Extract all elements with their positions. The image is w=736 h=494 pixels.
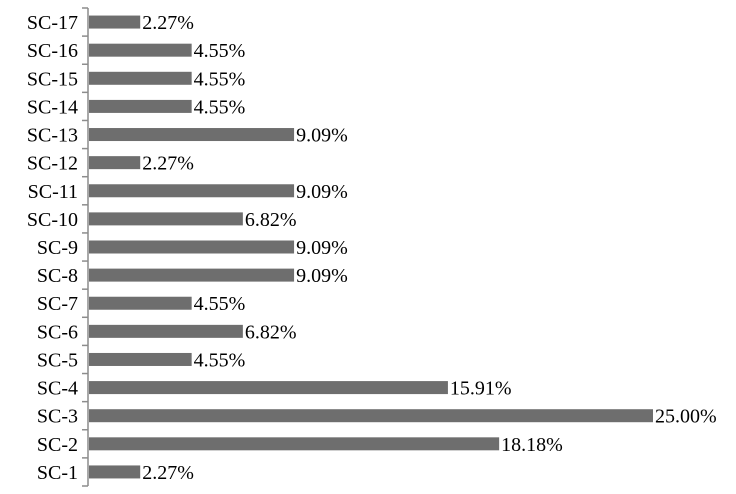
data-label: 9.09% bbox=[296, 265, 348, 287]
category-labels-group: SC-1 SC-2 SC-3 SC-4 SC-5 SC-6 SC-7 SC-8 SC-9 SC-1… bbox=[27, 12, 78, 484]
category-label: SC-13 bbox=[27, 125, 78, 147]
data-label: 2.27% bbox=[142, 153, 194, 175]
bars-group bbox=[89, 15, 653, 479]
data-label: 6.82% bbox=[245, 321, 297, 343]
data-label: 4.55% bbox=[194, 293, 246, 315]
data-label: 2.27% bbox=[142, 12, 194, 34]
bar bbox=[89, 324, 243, 338]
data-label: 6.82% bbox=[245, 209, 297, 231]
bar bbox=[89, 15, 141, 29]
data-label: 9.09% bbox=[296, 237, 348, 259]
category-label: SC-12 bbox=[27, 153, 78, 175]
bar bbox=[89, 381, 448, 395]
bar bbox=[89, 99, 192, 113]
data-label: 9.09% bbox=[296, 181, 348, 203]
category-label: SC-2 bbox=[37, 434, 78, 456]
bar bbox=[89, 268, 295, 282]
category-label: SC-4 bbox=[37, 378, 78, 400]
bar bbox=[89, 240, 295, 254]
data-labels-group: 2.27% 18.18% 25.00% 15.91% 4.55% 6.82% 4.55% 9.… bbox=[142, 12, 716, 484]
bar bbox=[89, 437, 500, 451]
bar bbox=[89, 43, 192, 57]
data-label: 25.00% bbox=[655, 406, 717, 428]
bar bbox=[89, 128, 295, 142]
category-label: SC-14 bbox=[27, 96, 78, 118]
y-axis-ticks bbox=[82, 7, 88, 487]
bar bbox=[89, 296, 192, 310]
data-label: 4.55% bbox=[194, 68, 246, 90]
bar bbox=[89, 465, 141, 479]
category-label: SC-8 bbox=[37, 265, 78, 287]
data-label: 4.55% bbox=[194, 96, 246, 118]
category-label: SC-9 bbox=[37, 237, 78, 259]
bar bbox=[89, 212, 243, 226]
category-label: SC-11 bbox=[28, 181, 78, 203]
category-label: SC-15 bbox=[27, 68, 78, 90]
category-label: SC-10 bbox=[27, 209, 78, 231]
data-label: 4.55% bbox=[194, 349, 246, 371]
data-label: 9.09% bbox=[296, 125, 348, 147]
data-label: 18.18% bbox=[501, 434, 563, 456]
bar bbox=[89, 184, 295, 198]
category-label: SC-17 bbox=[27, 12, 78, 34]
category-label: SC-7 bbox=[37, 293, 78, 315]
category-label: SC-1 bbox=[37, 462, 78, 484]
data-label: 15.91% bbox=[450, 378, 512, 400]
bar bbox=[89, 156, 141, 170]
bar bbox=[89, 352, 192, 366]
category-label: SC-6 bbox=[37, 321, 78, 343]
bar bbox=[89, 71, 192, 85]
data-label: 2.27% bbox=[142, 462, 194, 484]
data-label: 4.55% bbox=[194, 40, 246, 62]
category-label: SC-5 bbox=[37, 349, 78, 371]
category-label: SC-16 bbox=[27, 40, 78, 62]
bar bbox=[89, 409, 653, 423]
category-label: SC-3 bbox=[37, 406, 78, 428]
